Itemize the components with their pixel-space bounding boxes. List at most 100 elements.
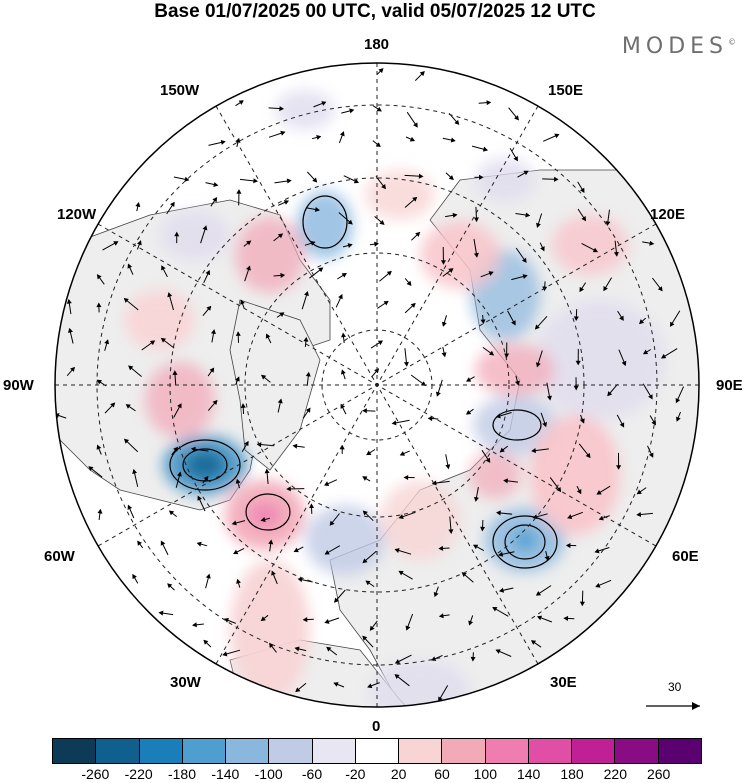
wind-vector-head: [190, 446, 196, 452]
wind-vector-head: [170, 201, 175, 207]
colorbar-tick-label: 180: [560, 766, 584, 782]
reference-arrow-head: [692, 702, 700, 710]
wind-vector-head: [293, 547, 299, 553]
wind-vector-head: [450, 137, 456, 143]
wind-vector-head: [283, 200, 290, 205]
lon-label-30w: 30W: [170, 674, 201, 691]
reference-vector: 30: [638, 680, 708, 714]
colorbar-tick-label: -100: [254, 766, 283, 782]
wind-vector-head: [294, 646, 300, 652]
wind-vector-head: [511, 320, 516, 326]
wind-vector-head: [209, 367, 215, 373]
wind-vector-head: [669, 321, 675, 327]
wind-vector-head: [496, 510, 501, 516]
wind-vector-head: [297, 577, 303, 583]
wind-vector-head: [649, 240, 655, 246]
wind-vector-head: [362, 476, 368, 481]
colorbar-tick-label: 100: [473, 766, 498, 782]
wind-vector-head: [220, 140, 226, 145]
wind-vector-head: [176, 471, 182, 477]
lon-label-120e: 120E: [650, 206, 686, 223]
wind-vector-head: [321, 101, 327, 106]
wind-vector-head: [594, 548, 600, 554]
wind-vector-head: [168, 510, 175, 516]
wind-vector-head: [504, 353, 510, 359]
wind-vector-head: [412, 196, 418, 202]
wind-vector-head: [292, 443, 298, 449]
wind-vector-head: [448, 529, 454, 535]
reference-vector-value: 30: [668, 680, 682, 694]
wind-vector-head: [374, 241, 379, 247]
wind-vector-head: [452, 212, 458, 218]
colorbar-tick-label: -220: [124, 766, 153, 782]
wind-vector-head: [413, 122, 418, 128]
wind-vector-head: [88, 466, 94, 472]
wind-vector-head: [240, 299, 245, 305]
wind-vector-head: [379, 220, 385, 225]
wind-vector-head: [403, 474, 409, 480]
wind-vector-head: [304, 291, 309, 297]
wind-vectors: [55, 68, 685, 702]
wind-vector-head: [238, 100, 244, 105]
colorbar: [52, 738, 702, 764]
wind-vector-head: [202, 225, 208, 231]
wind-vector-head: [376, 106, 382, 112]
wind-vector-head: [96, 444, 102, 450]
wind-vector-head: [585, 452, 591, 459]
wind-vector-head: [128, 365, 134, 371]
wind-vector-head: [579, 187, 585, 193]
wind-vector-head: [277, 398, 283, 404]
wind-vector-head: [676, 416, 681, 422]
wind-vector-head: [149, 340, 156, 346]
colorbar-swatch: [355, 739, 400, 763]
wind-vector-head: [441, 321, 447, 327]
wind-vector-head: [391, 420, 397, 426]
wind-vector-head: [415, 231, 421, 237]
wind-vector-head: [240, 403, 246, 408]
wind-vector-head: [203, 639, 209, 645]
wind-vector-head: [279, 106, 285, 112]
wind-vector-head: [235, 478, 241, 484]
wind-vector-head: [441, 352, 447, 358]
lon-label-90w: 90W: [3, 377, 34, 394]
wind-vector-head: [489, 350, 495, 356]
wind-vector-head: [648, 452, 654, 458]
wind-vector-head: [338, 293, 343, 300]
wind-vector-head: [470, 656, 476, 662]
wind-vector-head: [410, 302, 416, 308]
wind-vector-head: [132, 468, 138, 474]
wind-vector-head: [438, 545, 444, 551]
wind-vector-head: [431, 480, 437, 486]
wind-vector-head: [660, 353, 667, 359]
colorbar-swatch: [182, 739, 227, 763]
wind-vector-head: [339, 131, 345, 137]
wind-vector-head: [405, 625, 411, 631]
colorbar-tick-label: -140: [211, 766, 240, 782]
wind-vector-head: [269, 642, 274, 649]
wind-vector-head: [260, 374, 267, 380]
wind-vector-head: [210, 329, 216, 335]
colorbar-swatch: [139, 739, 183, 763]
wind-vector-head: [486, 100, 492, 106]
lon-label-0: 0: [372, 718, 381, 735]
wind-vector-head: [264, 468, 270, 474]
wind-vector-head: [575, 360, 581, 366]
wind-vector-head: [349, 108, 355, 114]
colorbar-tick-label: -180: [167, 766, 197, 782]
wind-vector-head: [236, 189, 242, 194]
colorbar-swatch: [399, 739, 443, 763]
wind-vector-head: [619, 315, 624, 321]
wind-vector-head: [324, 481, 330, 486]
wind-vector-head: [212, 196, 218, 203]
wind-vector-head: [160, 337, 167, 343]
colorbar-swatch: [53, 739, 97, 763]
lon-label-60e: 60E: [672, 548, 699, 565]
wind-vector-head: [579, 601, 585, 607]
wind-vector-head: [536, 222, 541, 229]
wind-vector-head: [465, 409, 472, 415]
colorbar-tick-label: -260: [81, 766, 110, 782]
wind-vector-head: [260, 517, 266, 522]
wind-vector-head: [542, 422, 548, 428]
wind-vector-head: [448, 175, 454, 181]
